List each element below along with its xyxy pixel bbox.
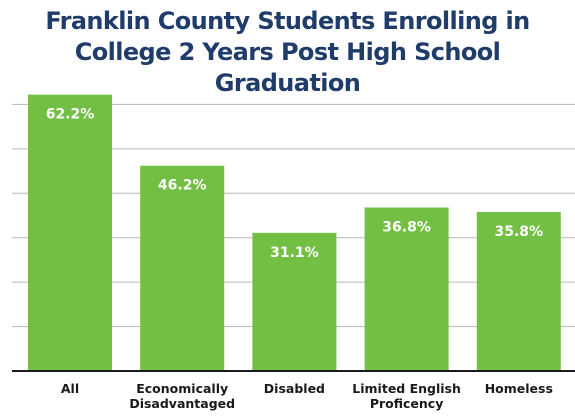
category-label-3-1: Proficency — [370, 396, 444, 411]
bar-1 — [140, 165, 225, 371]
chart-title-line-1: Franklin County Students Enrolling in — [45, 7, 530, 35]
bars — [28, 94, 561, 371]
bar-4 — [476, 211, 561, 371]
category-label-2-0: Disabled — [264, 381, 325, 396]
category-label-1-0: Economically — [136, 381, 228, 396]
value-labels: 62.2% 46.2% 31.1% 36.8% 35.8% — [46, 107, 543, 261]
bar-value-label-0: 62.2% — [46, 107, 95, 123]
category-label-3-0: Limited English — [352, 381, 461, 396]
bar-0 — [28, 94, 112, 371]
bar-value-label-3: 36.8% — [382, 220, 431, 236]
category-label-1-1: Disadvantaged — [129, 396, 235, 411]
bar-value-label-1: 46.2% — [158, 178, 207, 194]
category-label-4-0: Homeless — [485, 381, 553, 396]
chart-title: Franklin County Students Enrolling in Co… — [0, 6, 575, 99]
category-label-0-0: All — [61, 381, 79, 396]
chart-title-line-2: College 2 Years Post High School Graduat… — [74, 38, 501, 97]
bar-3 — [364, 207, 449, 371]
bar-value-label-2: 31.1% — [270, 245, 319, 261]
bar-value-label-4: 35.8% — [495, 224, 544, 240]
bar-2 — [252, 232, 337, 371]
